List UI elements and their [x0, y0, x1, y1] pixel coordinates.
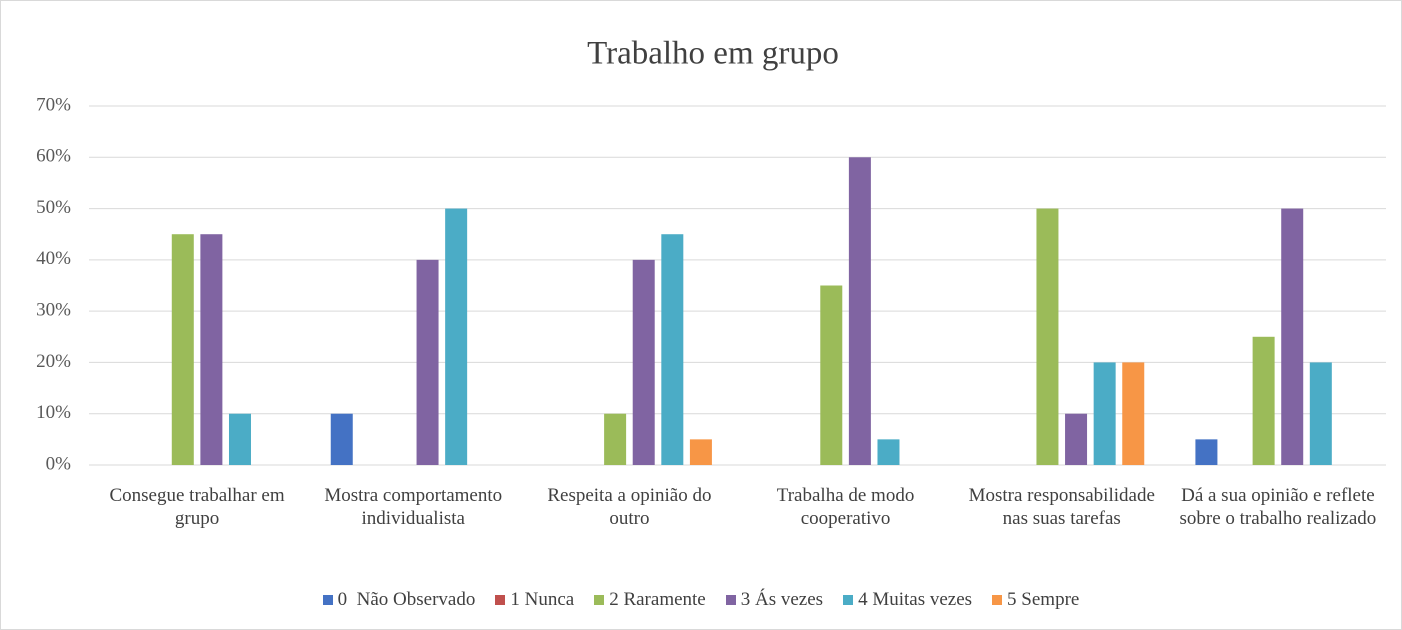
legend-swatch	[495, 595, 506, 605]
bar	[1036, 208, 1059, 466]
bar	[661, 234, 684, 465]
legend-swatch	[992, 595, 1003, 605]
y-tick-label: 30%	[36, 300, 71, 321]
y-tick-label: 20%	[36, 351, 71, 372]
legend-swatch	[322, 595, 333, 605]
y-tick-label: 10%	[36, 402, 71, 423]
bar	[1195, 439, 1218, 465]
x-tick-label: Mostra responsabilidade nas suas tarefas	[968, 485, 1155, 529]
bar	[1122, 362, 1145, 465]
bar	[848, 157, 871, 466]
bar	[1065, 413, 1088, 465]
bar	[689, 439, 712, 465]
bar	[604, 413, 627, 465]
legend-label: 2 Raramente	[609, 589, 706, 610]
y-tick-label: 70%	[36, 94, 71, 115]
bar	[820, 285, 843, 465]
bar	[632, 259, 655, 465]
legend-item: 5 Sempre	[992, 589, 1079, 611]
x-tick-label: Respeita a opinião do outro	[547, 485, 712, 529]
legend-item: 4 Muitas vezes	[843, 589, 972, 611]
legend-item: 3 Ás vezes	[725, 589, 824, 611]
x-tick-label: Consegue trabalhar em grupo	[109, 485, 285, 529]
x-tick-label: Dá a sua opinião e reflete sobre o traba…	[1179, 485, 1377, 529]
bar	[1309, 362, 1332, 465]
chart-title: Trabalho em grupo	[587, 36, 839, 72]
legend: 0 Não Observado 1 Nunca 2 Raramente 3 Ás ve…	[1, 589, 1401, 611]
y-tick-label: 50%	[36, 197, 71, 218]
y-tick-label: 60%	[36, 146, 71, 167]
legend-swatch	[843, 595, 854, 605]
bar	[228, 413, 251, 465]
bar	[877, 439, 900, 465]
legend-label: 3 Ás vezes	[740, 589, 824, 610]
x-tick-label: Mostra comportamento individualista	[324, 485, 503, 529]
legend-swatch	[594, 595, 605, 605]
bar	[330, 413, 353, 465]
y-tick-label: 40%	[36, 248, 71, 269]
bar	[445, 208, 468, 466]
bar	[416, 259, 439, 465]
bar	[171, 234, 194, 465]
legend-label: 1 Nunca	[510, 589, 575, 610]
x-tick-label: Trabalha de modo cooperativo	[776, 485, 915, 529]
bar	[1252, 336, 1275, 465]
legend-swatch	[725, 595, 736, 605]
legend-item: 2 Raramente	[594, 589, 706, 611]
legend-label: 5 Sempre	[1007, 589, 1080, 610]
bar	[1281, 208, 1304, 466]
bar	[200, 234, 223, 465]
legend-label: 4 Muitas vezes	[858, 589, 973, 610]
y-tick-label: 0%	[46, 453, 72, 474]
legend-label: 0 Não Observado	[337, 589, 476, 610]
legend-item: 0 Não Observado	[322, 589, 476, 611]
legend-item: 1 Nunca	[495, 589, 574, 611]
bar	[1093, 362, 1116, 465]
